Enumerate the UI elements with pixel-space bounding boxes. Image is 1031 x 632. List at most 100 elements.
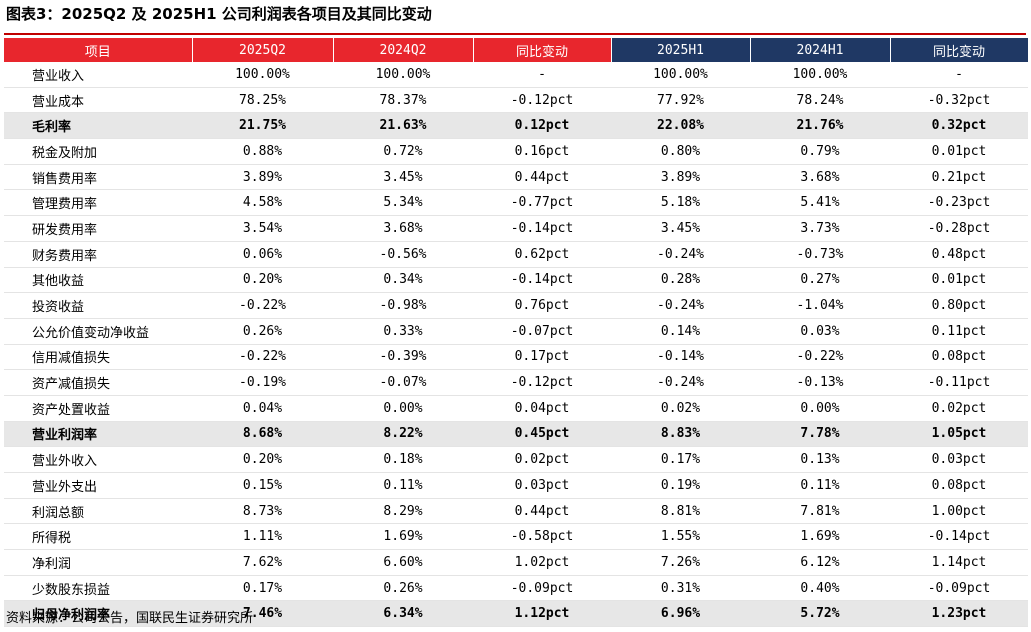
row-label: 资产处置收益: [4, 395, 192, 422]
table-cell: 22.08%: [611, 112, 750, 140]
table-cell: -0.32pct: [890, 87, 1028, 114]
table-cell: 0.80pct: [890, 292, 1028, 319]
table-cell: 78.37%: [333, 87, 473, 114]
table-cell: -0.07%: [333, 369, 473, 396]
table-cell: -0.14pct: [473, 215, 611, 242]
header-cell: 2024Q2: [333, 38, 474, 62]
table-row: 财务费用率 0.06% -0.56% 0.62pct -0.24% -0.73% 0.48p…: [4, 241, 1028, 268]
table-cell: -0.24%: [611, 241, 750, 268]
table-cell: 0.00%: [750, 395, 890, 422]
row-label: 财务费用率: [4, 241, 192, 268]
row-label: 销售费用率: [4, 164, 192, 191]
table-cell: -0.39%: [333, 344, 473, 371]
table-cell: 0.40%: [750, 575, 890, 602]
row-label: 研发费用率: [4, 215, 192, 242]
table-row: 资产处置收益 0.04% 0.00% 0.04pct 0.02% 0.00% 0.02pct: [4, 395, 1028, 422]
row-label: 营业外收入: [4, 446, 192, 473]
table-cell: -0.77pct: [473, 189, 611, 217]
table-row: 销售费用率 3.89% 3.45% 0.44pct 3.89% 3.68% 0.21pct: [4, 164, 1028, 191]
header-cell: 同比变动: [890, 38, 1029, 62]
table-cell: 0.32pct: [890, 112, 1028, 140]
table-cell: -0.12pct: [473, 87, 611, 114]
table-cell: 0.01pct: [890, 267, 1028, 294]
source: 资料来源：公司公告，国联民生证券研究所: [6, 611, 254, 626]
table-cell: 0.17%: [192, 575, 333, 602]
table-cell: 1.55%: [611, 523, 750, 551]
table-cell: 0.44pct: [473, 498, 611, 525]
table-cell: 7.81%: [750, 498, 890, 525]
table-cell: 0.00%: [333, 395, 473, 422]
table-cell: 21.76%: [750, 112, 890, 140]
table-cell: 0.48pct: [890, 241, 1028, 268]
row-label: 营业利润率: [4, 421, 192, 448]
table-cell: 0.44pct: [473, 164, 611, 191]
table-cell: 100.00%: [611, 62, 750, 88]
table-cell: 0.13%: [750, 446, 890, 473]
table-cell: 0.11pct: [890, 318, 1028, 345]
table-cell: 1.02pct: [473, 549, 611, 576]
table-cell: 0.11%: [333, 472, 473, 499]
table-row: 少数股东损益 0.17% 0.26% -0.09pct 0.31% 0.40% -0.09p…: [4, 575, 1028, 602]
header-cell: 2025Q2: [192, 38, 334, 62]
table-body: 营业收入 100.00% 100.00% -100.00% 100.00% - 营业成本 78…: [4, 62, 1028, 628]
table-cell: 1.11%: [192, 523, 333, 551]
table-cell: 7.46%: [192, 600, 333, 628]
table-cell: 0.34%: [333, 267, 473, 294]
table-cell: 1.00pct: [890, 498, 1028, 525]
table-row: 营业收入 100.00% 100.00% -100.00% 100.00% -: [4, 62, 1028, 88]
table-cell: -0.23pct: [890, 189, 1028, 217]
table-cell: 8.29%: [333, 498, 473, 525]
table-cell: 3.89%: [611, 164, 750, 191]
table-row: 管理费用率 4.58% 5.34% -0.77pct 5.18% 5.41% -0.23pc…: [4, 189, 1028, 217]
table-cell: -: [473, 62, 611, 88]
table-cell: 8.73%: [192, 498, 333, 525]
table-cell: -0.12pct: [473, 369, 611, 396]
table-cell: 0.14%: [611, 318, 750, 345]
table-cell: 0.04pct: [473, 395, 611, 422]
table-row: 营业利润率 8.68% 8.22% 0.45pct 8.83% 7.78% 1.05pct: [4, 421, 1028, 448]
table-cell: -0.22%: [192, 344, 333, 371]
table-cell: 0.01pct: [890, 138, 1028, 165]
table-cell: 1.23pct: [890, 600, 1028, 628]
row-label: 投资收益: [4, 292, 192, 319]
row-label: 净利润: [4, 549, 192, 576]
table-row: 毛利率 21.75% 21.63% 0.12pct 22.08% 21.76% 0.32pc…: [4, 112, 1028, 140]
table-cell: 0.28%: [611, 267, 750, 294]
table-cell: 0.06%: [192, 241, 333, 268]
table-row: 资产减值损失 -0.19% -0.07% -0.12pct -0.24% -0.13% -0…: [4, 369, 1028, 396]
row-label: 信用减值损失: [4, 344, 192, 371]
table-cell: 6.12%: [750, 549, 890, 576]
table-row: 营业外收入 0.20% 0.18% 0.02pct 0.17% 0.13% 0.03pct: [4, 446, 1028, 473]
title-rule: [4, 33, 1026, 35]
table-cell: 100.00%: [192, 62, 333, 88]
table-cell: 1.14pct: [890, 549, 1028, 576]
table-cell: 5.72%: [750, 600, 890, 628]
table-cell: 0.08pct: [890, 472, 1028, 499]
table-cell: 3.54%: [192, 215, 333, 242]
table-row: 净利润 7.62% 6.60% 1.02pct 7.26% 6.12% 1.14pct: [4, 549, 1028, 576]
table-cell: 0.21pct: [890, 164, 1028, 191]
table-cell: 78.24%: [750, 87, 890, 114]
table-cell: 100.00%: [750, 62, 890, 88]
table-cell: 8.22%: [333, 421, 473, 448]
row-label: 管理费用率: [4, 189, 192, 217]
table-cell: 0.04%: [192, 395, 333, 422]
table-cell: -0.14%: [611, 344, 750, 371]
table-cell: 21.63%: [333, 112, 473, 140]
table-cell: 7.62%: [192, 549, 333, 576]
table-cell: 5.18%: [611, 189, 750, 217]
table-cell: 0.79%: [750, 138, 890, 165]
header-row: 项目 2025Q2 2024Q2 同比变动 2025H1 2024H1 同比变动: [4, 38, 1029, 62]
row-label: 营业成本: [4, 87, 192, 114]
table-cell: 8.83%: [611, 421, 750, 448]
table-cell: -0.56%: [333, 241, 473, 268]
table-cell: 0.18%: [333, 446, 473, 473]
table-cell: 0.76pct: [473, 292, 611, 319]
table-cell: -: [890, 62, 1028, 88]
table-row: 信用减值损失 -0.22% -0.39% 0.17pct -0.14% -0.22% 0.0…: [4, 344, 1028, 371]
table-cell: 0.26%: [333, 575, 473, 602]
table-cell: 7.26%: [611, 549, 750, 576]
table-cell: 3.45%: [611, 215, 750, 242]
table-cell: -0.22%: [192, 292, 333, 319]
table-row: 其他收益 0.20% 0.34% -0.14pct 0.28% 0.27% 0.01pct: [4, 267, 1028, 294]
